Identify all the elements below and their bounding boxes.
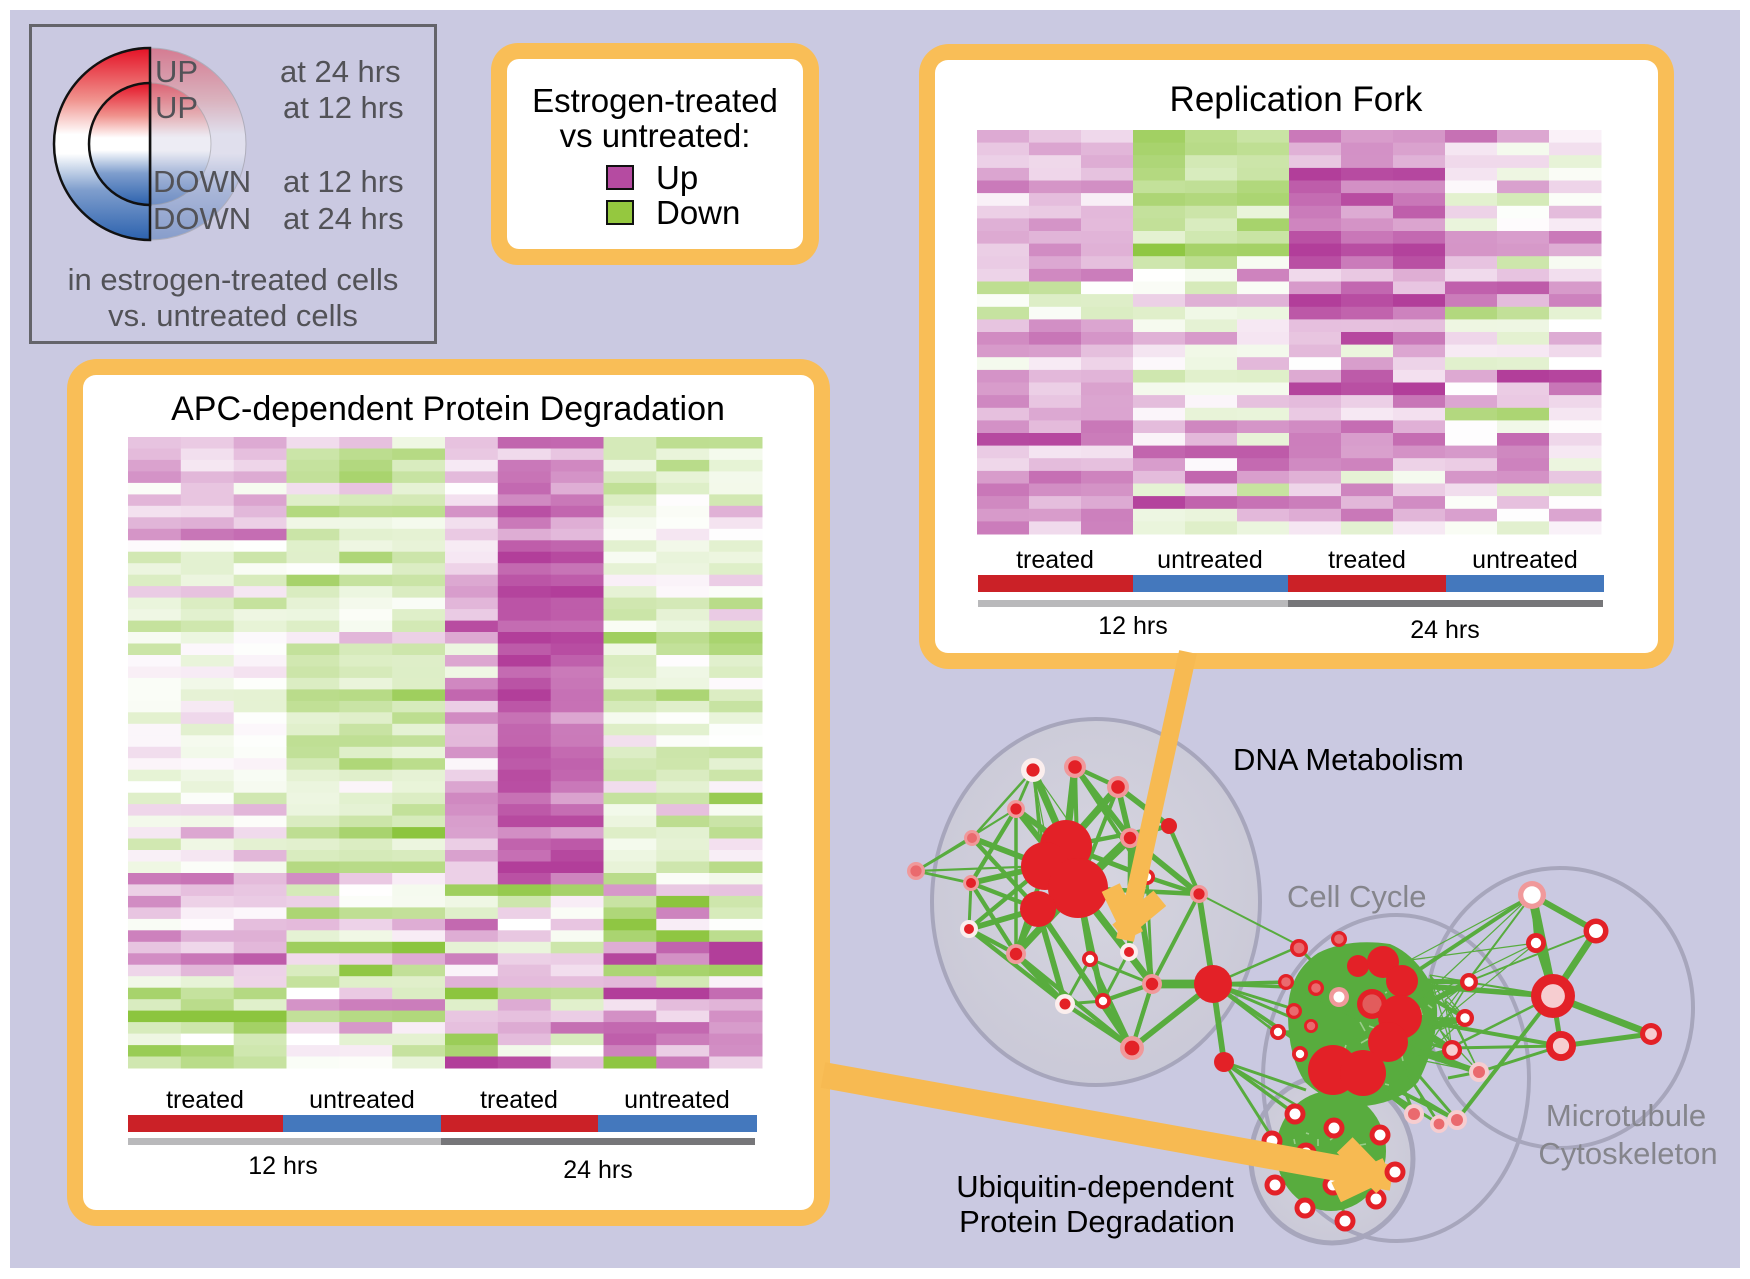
svg-text:untreated: untreated xyxy=(309,1086,415,1114)
svg-text:12 hrs: 12 hrs xyxy=(248,1152,317,1180)
svg-text:Cell Cycle: Cell Cycle xyxy=(1287,879,1427,914)
svg-text:treated: treated xyxy=(166,1086,244,1114)
svg-text:in estrogen-treated cells: in estrogen-treated cells xyxy=(68,262,399,297)
svg-text:Down: Down xyxy=(656,194,740,231)
svg-text:Protein Degradation: Protein Degradation xyxy=(959,1204,1235,1239)
svg-text:vs. untreated cells: vs. untreated cells xyxy=(108,298,358,333)
svg-text:vs untreated:: vs untreated: xyxy=(560,117,751,154)
svg-text:untreated: untreated xyxy=(624,1086,730,1114)
svg-text:at 24 hrs: at 24 hrs xyxy=(283,201,404,236)
svg-text:at 12 hrs: at 12 hrs xyxy=(283,90,404,125)
svg-text:APC-dependent Protein Degradat: APC-dependent Protein Degradation xyxy=(171,390,725,428)
svg-text:Microtubule: Microtubule xyxy=(1546,1098,1706,1133)
svg-text:Up: Up xyxy=(656,159,698,196)
svg-text:untreated: untreated xyxy=(1472,546,1578,574)
svg-text:DNA Metabolism: DNA Metabolism xyxy=(1233,742,1464,777)
svg-text:Replication Fork: Replication Fork xyxy=(1170,80,1423,119)
svg-text:UP: UP xyxy=(155,90,198,125)
svg-text:Estrogen-treated: Estrogen-treated xyxy=(532,82,778,119)
svg-text:treated: treated xyxy=(1016,546,1094,574)
svg-text:Ubiquitin-dependent: Ubiquitin-dependent xyxy=(956,1169,1234,1204)
svg-text:12 hrs: 12 hrs xyxy=(1098,612,1167,640)
svg-text:24 hrs: 24 hrs xyxy=(1410,616,1479,644)
svg-text:at 12 hrs: at 12 hrs xyxy=(283,164,404,199)
svg-text:treated: treated xyxy=(480,1086,558,1114)
svg-text:Cytoskeleton: Cytoskeleton xyxy=(1538,1136,1717,1171)
svg-text:untreated: untreated xyxy=(1157,546,1263,574)
svg-text:at 24 hrs: at 24 hrs xyxy=(280,54,401,89)
svg-text:UP: UP xyxy=(155,54,198,89)
svg-text:DOWN: DOWN xyxy=(153,201,251,236)
svg-text:treated: treated xyxy=(1328,546,1406,574)
svg-text:24 hrs: 24 hrs xyxy=(563,1156,632,1184)
svg-text:DOWN: DOWN xyxy=(153,164,251,199)
